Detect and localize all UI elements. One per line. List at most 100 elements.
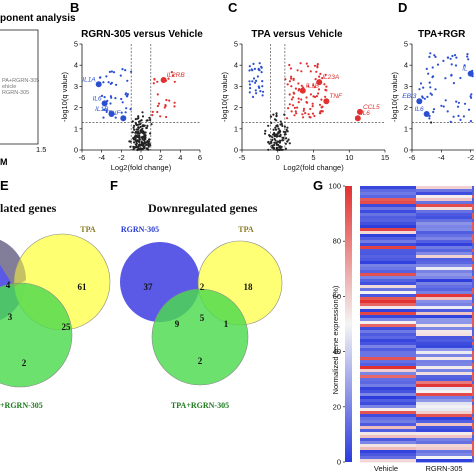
volcano-point [133, 141, 136, 144]
volcano-point [309, 107, 312, 111]
volcano-point [248, 65, 251, 68]
x-tick-label: -6 [79, 153, 86, 162]
volcano-point [421, 95, 424, 98]
heatmap-cell [472, 288, 474, 292]
heatmap-cell [360, 393, 416, 397]
labeled-gene-point [467, 70, 474, 77]
volcano-point [157, 102, 161, 105]
heatmap-cell [360, 297, 416, 301]
heatmap-cell [416, 225, 472, 229]
heatmap-cell [472, 366, 474, 370]
volcano-point [455, 100, 458, 103]
heatmap-cell [360, 408, 416, 412]
volcano-point [142, 124, 145, 127]
volcano-point [294, 87, 297, 90]
venn-e: lated genes TPA +RGRN-305 4 61 3 25 2 [0, 201, 111, 410]
volcano-point [128, 140, 131, 143]
heatmap-cell [416, 285, 472, 289]
volcano-d-ticks: 0 1 2 3 4 5 -6 -4 -2 -log10(q value) [390, 40, 474, 162]
volcano-point [278, 146, 281, 149]
heatmap-cell [472, 312, 474, 316]
panel-a-m: M [0, 157, 8, 167]
venn-f-circle-combo [151, 288, 249, 386]
volcano-point [297, 82, 300, 85]
volcano-point [288, 63, 291, 67]
volcano-point [301, 113, 304, 116]
volcano-point [295, 112, 298, 115]
volcano-point [134, 131, 137, 134]
volcano-point [324, 95, 327, 98]
volcano-point [258, 86, 261, 89]
volcano-point [120, 111, 123, 114]
panel-label-e: E [0, 178, 9, 193]
heatmap-cell [416, 222, 472, 226]
heatmap-cells [360, 186, 474, 463]
volcano-point [320, 98, 323, 101]
volcano-point [307, 113, 310, 116]
gene-label: TNF [108, 110, 122, 117]
volcano-point [164, 104, 167, 107]
heatmap-cell [360, 372, 416, 376]
heatmap-cell [472, 396, 474, 400]
heatmap-cell [416, 267, 472, 271]
volcano-point [151, 114, 154, 117]
x-tick-label: 4 [178, 153, 182, 162]
heatmap-cell [416, 414, 472, 418]
volcano-d-gene-labels: EBI3 IL6 IL [402, 66, 474, 117]
heatmap-cell [360, 306, 416, 310]
volcano-point [321, 105, 324, 108]
volcano-point [135, 135, 138, 138]
volcano-point [273, 143, 276, 147]
volcano-point [168, 99, 171, 102]
volcano-point [133, 135, 136, 138]
volcano-point [141, 115, 145, 118]
heatmap-cell [416, 438, 472, 442]
x-axis-label: Log2(fold change) [283, 163, 344, 172]
volcano-point [318, 103, 322, 106]
volcano-point [423, 97, 426, 100]
heatmap-cell [360, 360, 416, 364]
heatmap-cell [416, 258, 472, 262]
volcano-point [285, 128, 288, 132]
volcano-point [275, 124, 278, 127]
heatmap-cell [416, 294, 472, 298]
venn-e-count-left-tpa: 4 [6, 280, 11, 290]
heatmap-cell [416, 303, 472, 307]
heatmap-tick-label: 40 [333, 347, 341, 356]
heatmap-cell [472, 357, 474, 361]
heatmap-cell [360, 198, 416, 202]
labeled-gene-point [160, 77, 167, 84]
heatmap-cell [416, 387, 472, 391]
heatmap-cell [472, 228, 474, 232]
heatmap-cell [472, 336, 474, 340]
volcano-point [258, 62, 261, 65]
volcano-point [293, 92, 296, 95]
volcano-point [132, 137, 135, 140]
volcano-point [288, 80, 291, 83]
heatmap-cell [472, 387, 474, 391]
heatmap-cell [472, 432, 474, 436]
y-tick-label: 5 [74, 40, 78, 49]
volcano-point [272, 128, 275, 131]
volcano-d-points [418, 52, 474, 124]
panel-a-legend-1: ehicle [2, 84, 16, 90]
heatmap-cell [360, 357, 416, 361]
volcano-point [255, 79, 258, 82]
panel-a-legend-2: RGRN-305 [2, 90, 29, 96]
heatmap-cell [416, 240, 472, 244]
panel-a-frame [0, 29, 39, 145]
heatmap-cell [416, 354, 472, 358]
volcano-point [291, 104, 295, 107]
heatmap-cell [472, 351, 474, 355]
volcano-point [455, 56, 458, 59]
venn-e-overlap-shade [0, 239, 26, 287]
volcano-point [297, 97, 300, 100]
volcano-point [281, 124, 284, 127]
volcano-point [288, 93, 291, 96]
heatmap-cell [416, 204, 472, 208]
heatmap-cell [472, 390, 474, 394]
volcano-point [156, 110, 159, 114]
venn-e-count-tpa-only: 61 [78, 282, 88, 292]
heatmap-cell [472, 300, 474, 304]
